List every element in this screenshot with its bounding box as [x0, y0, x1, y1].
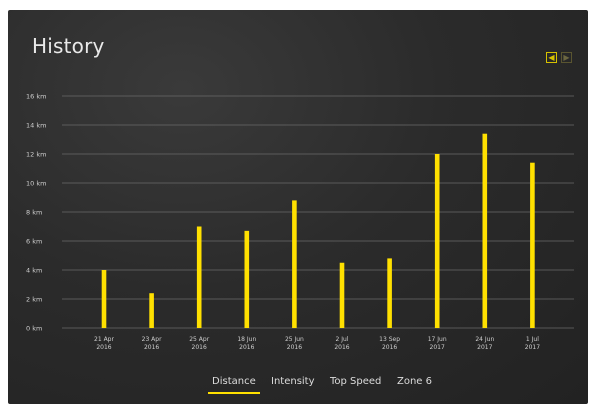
y-tick-label: 2 km — [26, 296, 42, 304]
bar — [149, 293, 154, 328]
bar — [530, 162, 535, 328]
x-tick-label-year: 2016 — [287, 344, 302, 351]
x-tick-label-year: 2017 — [477, 344, 492, 351]
bar — [482, 133, 488, 328]
x-tick-label-date: 18 Jun — [237, 336, 256, 343]
x-tick-label-year: 2016 — [239, 344, 254, 351]
history-panel: History ◀ ▶ 0 km 2 km 4 km 6 km 8 km 10 km 12 … — [8, 10, 588, 404]
x-tick-label-date: 25 Apr — [189, 336, 209, 343]
x-tick-label-date: 17 Jun — [428, 336, 447, 343]
tab-zone-6[interactable]: Zone 6 — [397, 376, 432, 387]
y-tick-label: 4 km — [26, 267, 42, 275]
x-tick-label-year: 2016 — [382, 344, 397, 351]
x-tick-label-date: 24 Jun — [475, 336, 494, 343]
x-tick-label-year: 2017 — [525, 344, 540, 351]
next-page-button[interactable]: ▶ — [561, 52, 572, 63]
prev-page-button[interactable]: ◀ — [546, 52, 557, 63]
y-tick-label: 8 km — [26, 209, 42, 217]
x-tick-label-date: 2 Jul — [336, 336, 349, 343]
x-tick-label-date: 13 Sep — [379, 336, 400, 343]
y-tick-label: 14 km — [26, 122, 46, 130]
distance-bar-chart: 0 km 2 km 4 km 6 km 8 km 10 km 12 km 14 km 16 km… — [26, 93, 574, 351]
bar — [244, 230, 250, 328]
chevron-right-icon: ▶ — [563, 52, 570, 62]
x-tick-label-year: 2017 — [430, 344, 445, 351]
bar — [339, 262, 345, 328]
y-tick-label: 6 km — [26, 238, 42, 246]
tab-top-speed[interactable]: Top Speed — [330, 376, 382, 387]
tab-distance[interactable]: Distance — [208, 376, 260, 394]
y-tick-label: 10 km — [26, 180, 46, 188]
x-tick-label-year: 2016 — [96, 344, 111, 351]
bar — [101, 270, 107, 328]
bar — [387, 258, 392, 328]
metric-tabs: Distance Intensity Top Speed Zone 6 — [8, 376, 588, 400]
bar — [196, 226, 202, 328]
y-tick-label: 16 km — [26, 93, 46, 101]
x-tick-label-year: 2016 — [144, 344, 159, 351]
x-tick-label-date: 1 Jul — [526, 336, 539, 343]
bar — [292, 200, 297, 328]
x-tick-label-year: 2016 — [334, 344, 349, 351]
y-tick-label: 0 km — [26, 325, 42, 333]
x-tick-label-date: 23 Apr — [142, 336, 162, 343]
y-tick-label: 12 km — [26, 151, 46, 159]
x-tick-label-year: 2016 — [192, 344, 207, 351]
chevron-left-icon: ◀ — [548, 52, 555, 62]
bar — [434, 154, 440, 328]
page-title: History — [32, 34, 105, 58]
x-tick-label-date: 21 Apr — [94, 336, 114, 343]
tab-intensity[interactable]: Intensity — [271, 376, 315, 387]
x-tick-label-date: 25 Jun — [285, 336, 304, 343]
